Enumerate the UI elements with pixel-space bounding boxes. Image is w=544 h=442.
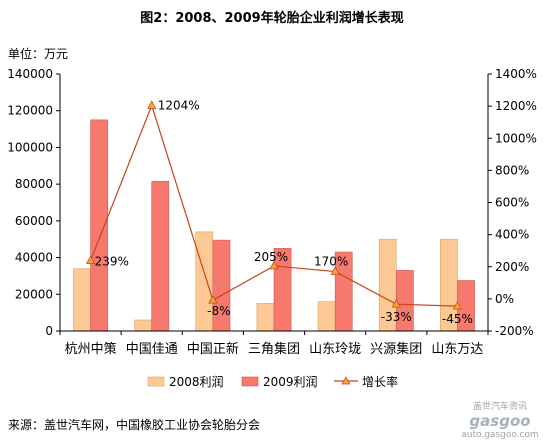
bar-2009利润-杭州中策: [90, 119, 108, 332]
bar-2008利润-山东玲珑: [317, 301, 336, 332]
y-right-tick-label: 1200%: [495, 99, 537, 113]
unit-label: 单位：万元: [8, 46, 68, 61]
growth-rate-label: -8%: [207, 304, 230, 318]
legend-label-growth: 增长率: [362, 374, 398, 389]
growth-rate-label: 170%: [314, 255, 348, 269]
growth-rate-point-杭州中策: [85, 255, 96, 264]
x-category-label: 山东万达: [431, 342, 483, 357]
chart-title: 图2：2008、2009年轮胎企业利润增长表现: [140, 10, 403, 26]
y-left-tick-label: 40000: [15, 251, 53, 265]
y-right-tick-label: 0%: [495, 292, 514, 306]
growth-rate-point-三角集团: [269, 260, 279, 270]
growth-rate-point-山东玲珑: [330, 266, 340, 275]
x-category-label: 兴源集团: [370, 341, 422, 357]
bar-2008利润-三角集团: [256, 303, 275, 332]
growth-rate-label: 205%: [254, 250, 288, 264]
x-category-label: 中国佳通: [126, 342, 178, 357]
plot-area: 0 20000 40000 60000 80000 100000 120000 140000 -…: [7, 67, 537, 357]
legend-marker-growth: [341, 376, 351, 385]
y-right-tick-label: 1000%: [495, 131, 537, 145]
legend-swatch-2008: [147, 376, 165, 387]
y-right-tick-label: 800%: [495, 163, 529, 177]
legend-label-2008: 2008利润: [169, 375, 224, 389]
growth-rate-label: -33%: [381, 310, 412, 324]
y-left-tick-label: 120000: [7, 104, 53, 118]
source-note: 来源：盖世汽车网，中国橡胶工业协会轮胎分会: [8, 417, 260, 432]
bar-2009利润-中国佳通: [151, 181, 170, 332]
growth-rate-label: 1204%: [158, 98, 200, 112]
watermark-logo: gasgoo: [469, 412, 530, 430]
y-right-tick-label: -200%: [495, 324, 534, 338]
y-right-tick-label: 600%: [495, 196, 529, 210]
y-right-tick-label: 1400%: [495, 67, 537, 81]
legend-swatch-2009: [241, 376, 259, 387]
growth-rate-point-中国正新: [208, 294, 218, 304]
x-category-label: 山东玲珑: [309, 342, 361, 357]
watermark: 盖世汽车资讯 gasgoo auto.gasgoo.com: [461, 400, 539, 440]
growth-rate-point-山东万达: [452, 300, 463, 310]
bar-2008利润-杭州中策: [73, 268, 91, 332]
watermark-cn: 盖世汽车资讯: [473, 400, 527, 412]
x-category-label: 三角集团: [248, 341, 300, 357]
legend: 2008利润 2009利润 增长率: [147, 374, 398, 389]
x-category-label: 中国正新: [187, 341, 239, 357]
y-right-tick-label: 400%: [495, 228, 529, 242]
growth-rate-label: 239%: [95, 254, 129, 268]
growth-rate-point-兴源集团: [391, 298, 401, 308]
x-category-label: 杭州中策: [65, 341, 117, 357]
y-left-tick-label: 60000: [15, 214, 53, 228]
y-left-tick-label: 20000: [15, 287, 53, 301]
y-right-tick-label: 200%: [495, 260, 529, 274]
growth-rate-label: -45%: [442, 312, 473, 326]
y-left-tick-label: 0: [45, 324, 53, 338]
watermark-url: auto.gasgoo.com: [461, 430, 539, 440]
bar-2008利润-中国佳通: [134, 319, 153, 332]
y-left-tick-label: 140000: [7, 67, 53, 81]
legend-label-2009: 2009利润: [263, 375, 318, 389]
y-left-tick-label: 100000: [7, 140, 53, 154]
growth-rate-point-中国佳通: [147, 100, 157, 109]
y-left-tick-label: 80000: [15, 177, 53, 191]
